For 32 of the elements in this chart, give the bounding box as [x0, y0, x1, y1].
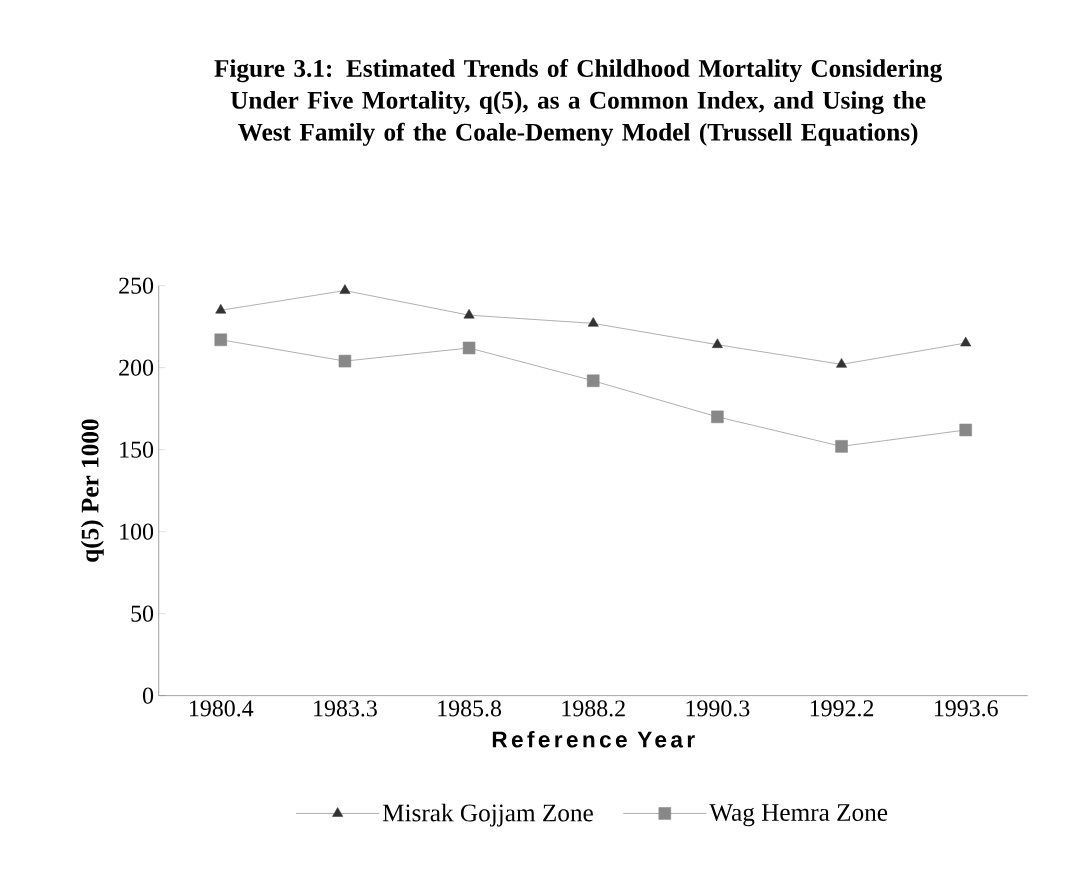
x-axis-title: Reference Year	[492, 731, 695, 748]
point	[711, 338, 723, 349]
point	[835, 440, 848, 453]
point	[215, 304, 227, 314]
y-tick-label: 50	[131, 605, 154, 622]
point	[214, 333, 228, 347]
y-tick-label: 200	[119, 359, 154, 376]
point	[836, 358, 847, 368]
point	[587, 317, 599, 327]
point	[339, 284, 351, 294]
y-tick-label: 150	[120, 441, 154, 458]
point	[463, 309, 475, 319]
x-tick-label: 1993.6	[934, 700, 998, 717]
point	[586, 374, 600, 388]
legend-label: Wag Hemra Zone	[709, 804, 888, 827]
point	[462, 341, 476, 355]
x-tick-label: 1983.3	[314, 700, 377, 717]
chart-title: Figure 3.1: Estimated Trends of Childhood Mortality Considering Under Five Mortality, q(5), as a Common Index, and Using the West Family of the Coale-Demeny Model (Trussell Equations)	[214, 59, 942, 146]
x-tick-label: 1988.2	[562, 700, 625, 717]
point	[338, 354, 352, 368]
y-tick-label: 250	[119, 277, 154, 294]
point	[959, 423, 972, 437]
x-tick-label: 1980.4	[190, 700, 254, 717]
legend-label: Misrak Gojjam Zone	[382, 803, 593, 827]
y-axis-title: q(5) Per 1000	[80, 419, 104, 562]
x-tick-label: 1992.2	[810, 700, 874, 717]
x-tick-label: 1985.8	[438, 700, 502, 717]
y-tick-label: 0	[142, 687, 154, 704]
x-tick-label: 1990.3	[686, 700, 750, 717]
y-tick-label: 100	[120, 523, 154, 540]
point	[960, 336, 972, 347]
point	[711, 410, 724, 424]
